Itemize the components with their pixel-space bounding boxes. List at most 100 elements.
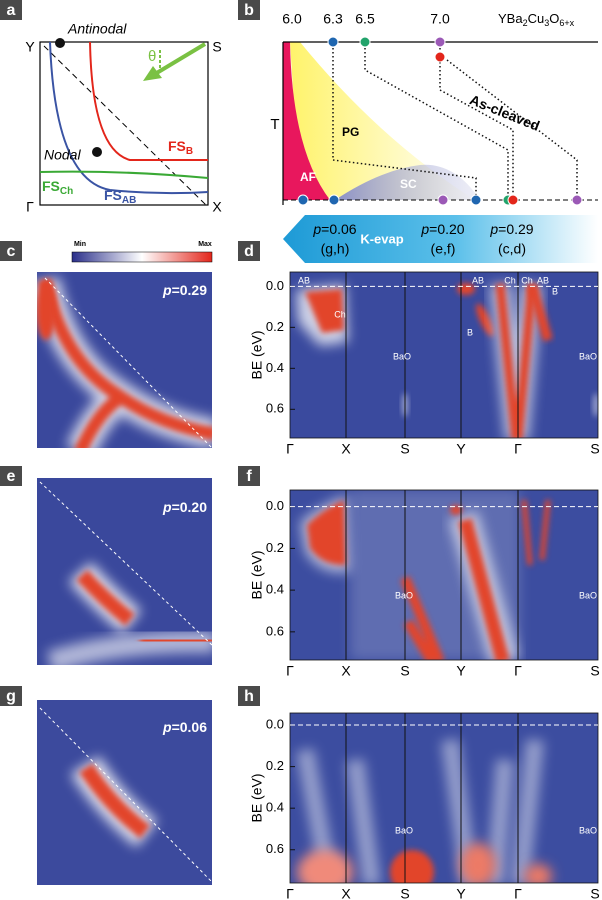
x-tick-label: Γ — [286, 663, 294, 679]
sample-panels: (g,h) — [321, 241, 350, 257]
dot — [359, 36, 371, 48]
k-evap-arrow — [283, 215, 598, 263]
arpes-axes: 0.0 0.2 0.4 0.6 BE (eV) Γ X S Y Γ S BaO BaO — [249, 489, 600, 679]
x-tick-label: S — [400, 441, 409, 457]
band-annotation: BaO — [579, 590, 597, 600]
p: p — [420, 221, 429, 237]
panel-label-box — [238, 0, 260, 20]
panel-b: b T PG AF SC As-cleaved 6.0 6.3 6.5 7.0 … — [238, 0, 598, 263]
sc-label: SC — [400, 177, 417, 191]
corner-label: S — [212, 39, 221, 55]
x-tick-label: X — [341, 663, 351, 679]
diagonal — [43, 45, 207, 206]
map-band — [458, 518, 510, 660]
fs-ch-curve — [39, 170, 209, 179]
y-tick-label: 0.4 — [266, 800, 284, 815]
doping-label: p=0.20 — [162, 499, 207, 515]
dot — [297, 194, 309, 206]
y-tick-label: 0.2 — [266, 758, 284, 773]
map-band — [400, 576, 445, 660]
panel-label: f — [246, 468, 252, 485]
panel-label: b — [244, 2, 254, 19]
map-band — [524, 864, 552, 883]
compound-sub: 2 — [523, 18, 528, 28]
t-label: T — [270, 116, 279, 133]
x-tick-label: S — [400, 663, 409, 679]
y-tick-label: 0.6 — [266, 841, 284, 856]
fs-map — [37, 700, 212, 885]
map-band — [76, 569, 135, 626]
map-band — [79, 763, 150, 839]
map-band — [297, 850, 353, 883]
y-tick-label: 0.6 — [266, 401, 284, 416]
x-tick-label: Γ — [286, 886, 294, 900]
colorbar-min: Min — [74, 241, 86, 248]
y-tick-label: 0.4 — [266, 360, 284, 375]
dot — [328, 194, 340, 206]
compound-sub: 3 — [544, 18, 549, 28]
fs-sub: Ch — [60, 186, 73, 197]
arrow-head — [143, 66, 162, 81]
y-tick-label: 0.6 — [266, 623, 284, 638]
sc-dome — [335, 164, 480, 200]
panel-label-box — [0, 686, 22, 706]
compound-part: Cu — [528, 11, 545, 26]
sample-doping: p=0.29 — [489, 221, 533, 237]
p-value: =0.06 — [321, 221, 357, 237]
map-band — [476, 303, 494, 337]
link — [364, 48, 509, 196]
brillouin-zone — [39, 41, 209, 206]
panel-label-box — [238, 686, 260, 706]
nodal-label: Nodal — [44, 147, 81, 163]
dot — [434, 36, 446, 48]
doping-label: 6.3 — [323, 11, 343, 27]
x-tick-label: S — [400, 886, 409, 900]
af-label: AF — [300, 170, 316, 184]
arrow — [153, 42, 207, 76]
panel-label: h — [244, 688, 254, 705]
band-annotation: AB — [537, 275, 549, 285]
y-axis-label: BE (eV) — [249, 550, 265, 599]
diagonal — [44, 277, 212, 448]
doping-label: 7.0 — [430, 11, 450, 27]
band-annotation: BaO — [579, 351, 597, 361]
arpes-axes: 0.0 0.2 0.4 0.6 BE (eV) Γ X S Y Γ S BaO BaO — [249, 712, 600, 900]
map-feature — [593, 393, 598, 417]
fs-map — [37, 478, 212, 665]
corner-label: Y — [25, 39, 35, 55]
colorbar — [71, 251, 213, 263]
x-tick-label: S — [590, 663, 599, 679]
link — [439, 62, 514, 196]
x-tick-label: Γ — [514, 441, 522, 457]
dot — [571, 194, 583, 206]
x-tick-label: Γ — [514, 663, 522, 679]
compound: YBa2Cu3O6+x — [498, 11, 575, 28]
p-value: =0.20 — [429, 221, 465, 237]
antinodal-dot — [55, 38, 65, 48]
panel-e: e p=0.20 — [0, 466, 212, 665]
sample-doping: p=0.20 — [420, 221, 464, 237]
map-band — [139, 633, 212, 648]
y-tick-label: 0.0 — [266, 498, 284, 513]
sample-panels: (e,f) — [431, 241, 456, 257]
compound-sub: 6+x — [559, 18, 574, 28]
fs-b-label: FSB — [168, 138, 193, 157]
compound-part: YBa — [498, 11, 523, 26]
y-tick-label: 0.0 — [266, 278, 284, 293]
map-band — [450, 505, 462, 515]
frame — [289, 712, 599, 884]
y-tick-label: 0.2 — [266, 319, 284, 334]
panel-f: f — [238, 466, 598, 660]
x-tick-label: X — [341, 886, 351, 900]
fs-map — [37, 272, 212, 448]
link — [332, 48, 477, 196]
fs-b-curve — [89, 41, 208, 161]
panel-label: g — [6, 688, 16, 705]
x-tick-label: S — [590, 441, 599, 457]
band-annotation: BaO — [579, 825, 597, 835]
compound-part: O — [549, 11, 559, 26]
x-tick-label: Γ — [514, 886, 522, 900]
p-value: =0.29 — [498, 221, 534, 237]
map-band — [521, 499, 551, 566]
sample-dots — [297, 36, 583, 206]
